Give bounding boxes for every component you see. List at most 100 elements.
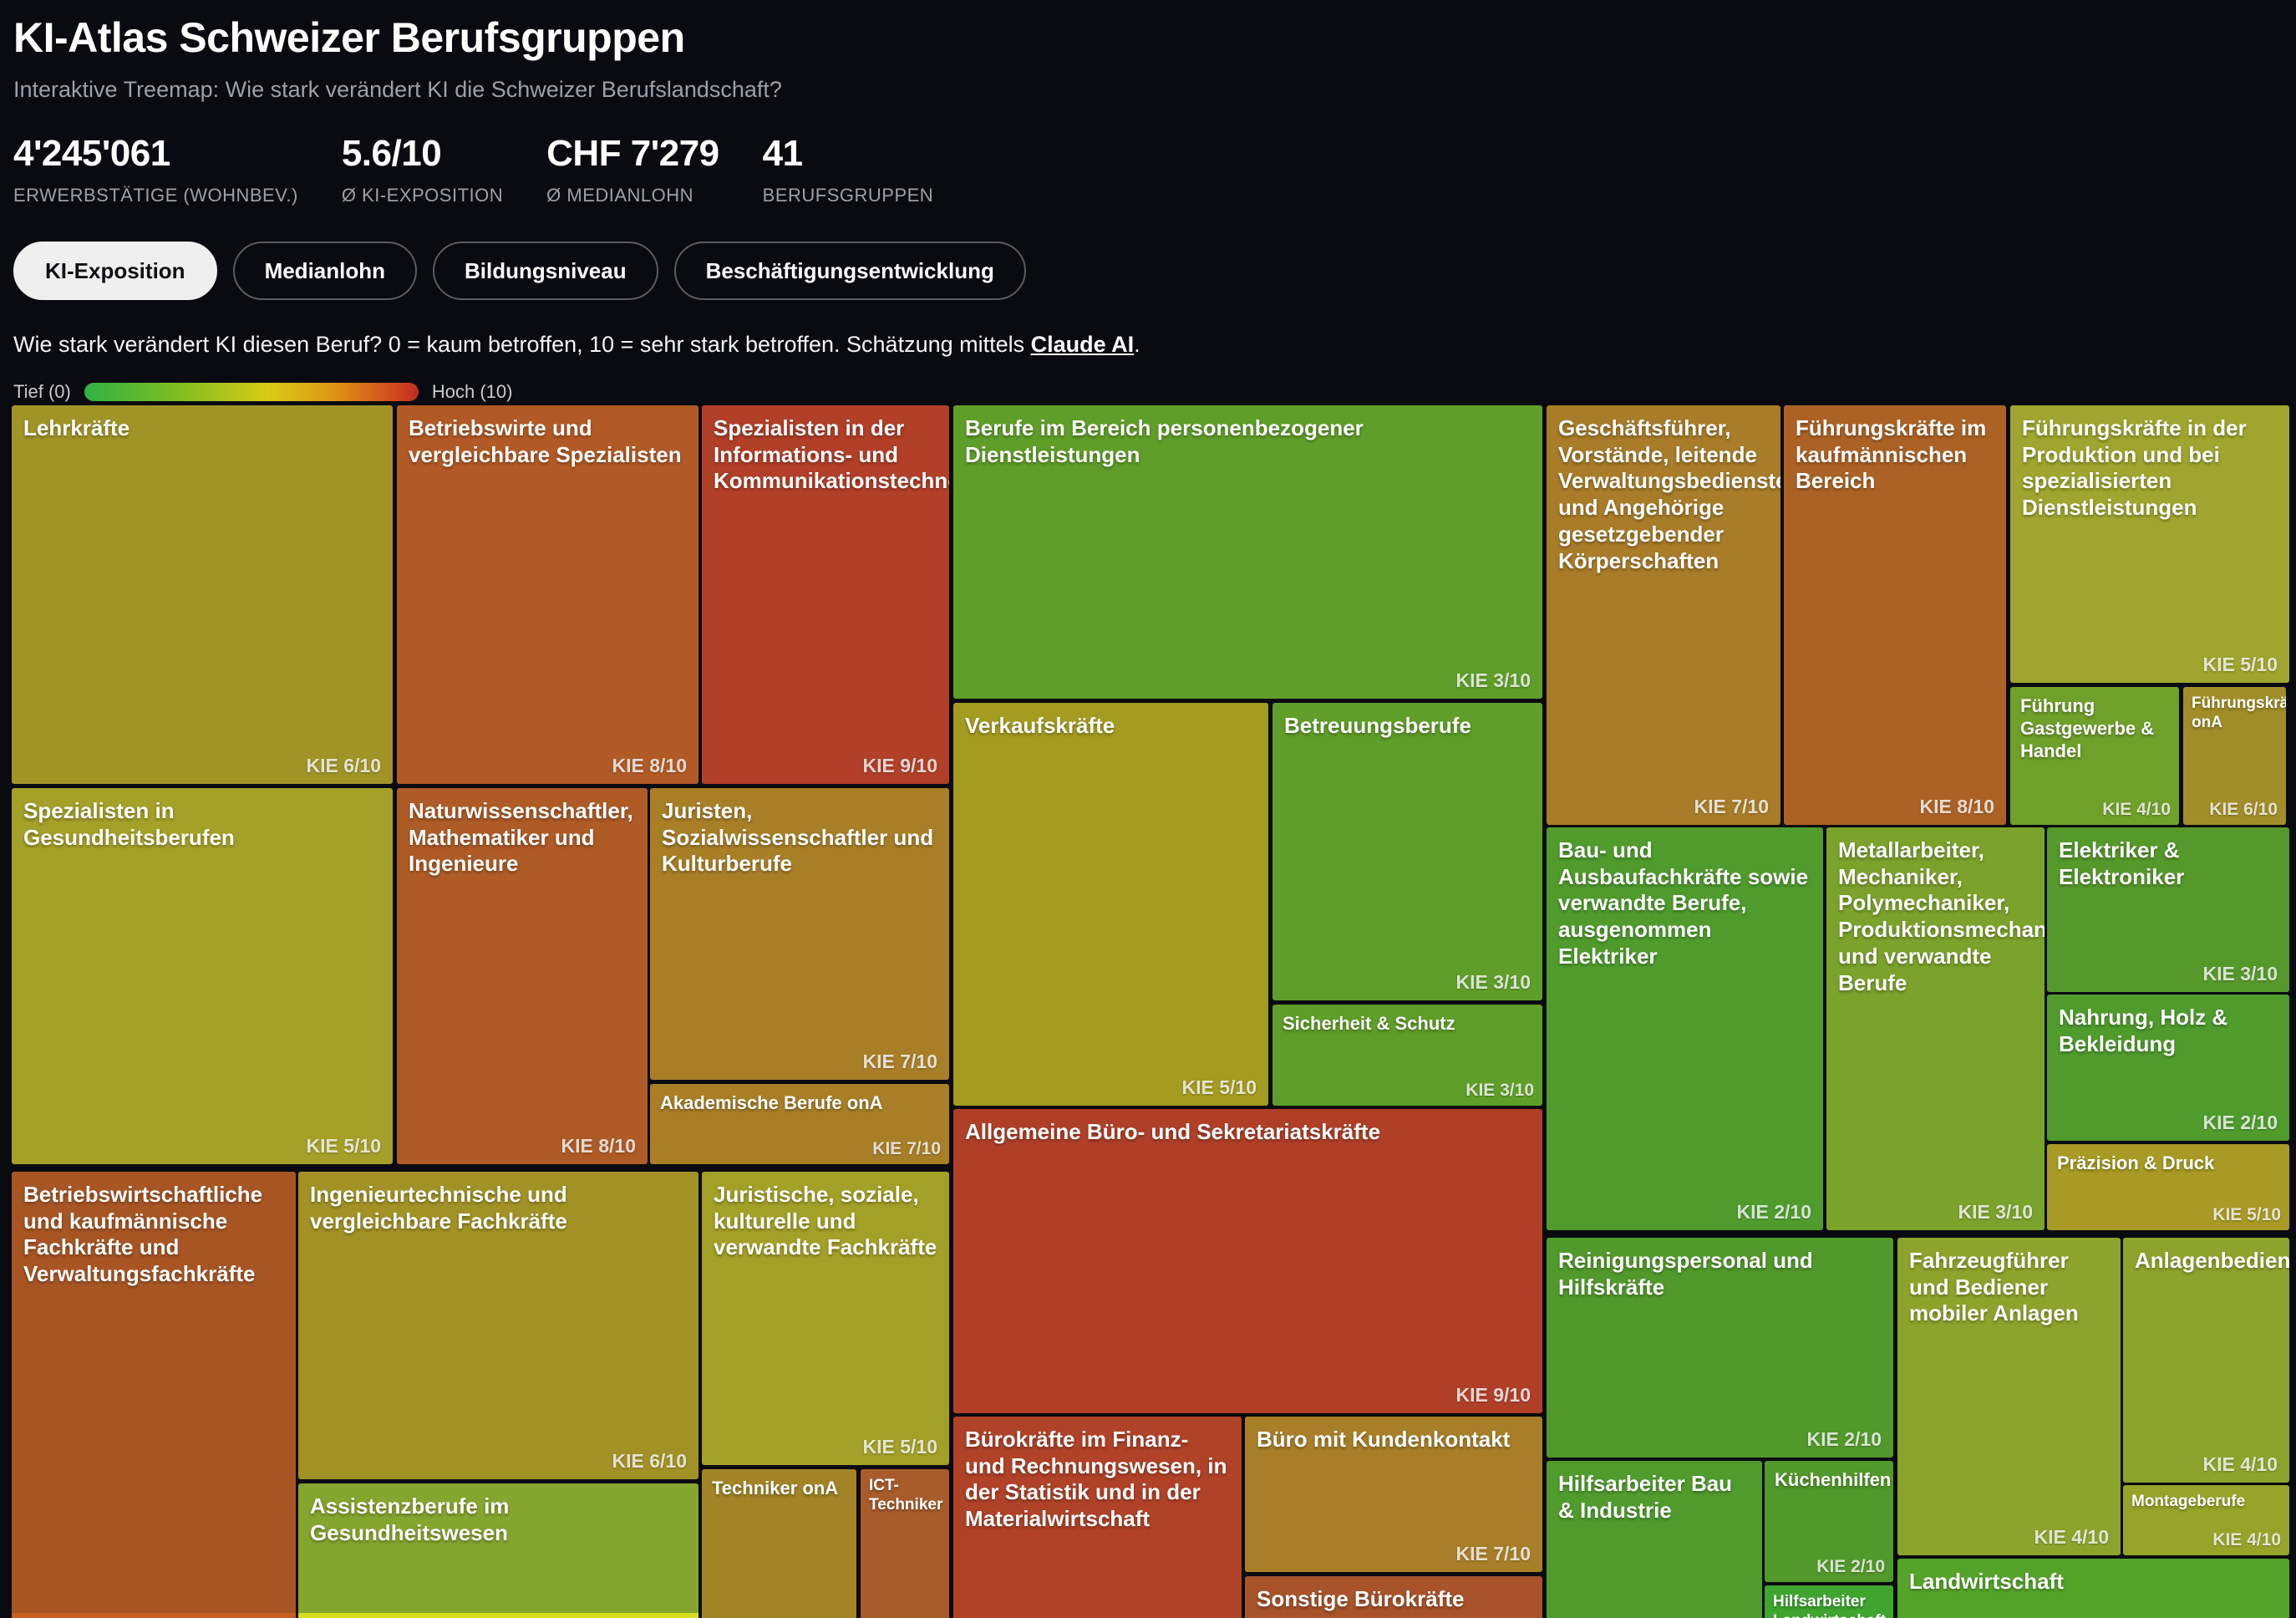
tile-kie-badge: KIE 9/10 (1455, 1384, 1532, 1406)
stat-value: 5.6/10 (341, 133, 442, 174)
treemap-tile-kuechenhilfen[interactable]: Küchenhilfen KIE 2/10 (1765, 1461, 1893, 1582)
treemap-tile-naturwissenschaftler[interactable]: Naturwissenschaftler, Mathematiker und I… (397, 788, 648, 1164)
legend-gradient-bar (84, 383, 419, 401)
treemap-tile-gesundheits-spezialisten[interactable]: Spezialisten in Gesundheitsberufen KIE 5/… (12, 788, 393, 1164)
tile-kie-badge: KIE 2/10 (1736, 1201, 1812, 1223)
tile-label: Spezialisten in Gesundheitsberufen (23, 798, 235, 850)
tile-label: Metallarbeiter, Mechaniker, Polymechanik… (1838, 837, 2045, 995)
treemap-tile-montageberufe[interactable]: Montageberufe KIE 4/10 (2123, 1485, 2289, 1555)
tile-label: Anlagenbediener (2135, 1248, 2289, 1273)
tile-label: ICT-Techniker (869, 1477, 943, 1514)
tile-kie-badge: KIE 4/10 (2102, 800, 2171, 819)
tile-label: Naturwissenschaftler, Mathematiker und I… (409, 798, 633, 877)
treemap-tile-techniker-ona[interactable]: Techniker onA (702, 1469, 856, 1618)
tile-kie-badge: KIE 4/10 (2202, 1453, 2278, 1475)
treemap-tile-hilfsarbeiter-landwirtschaft[interactable]: Hilfsarbeiter Landwirtschaft (1765, 1585, 1893, 1618)
stat-medianlohn: CHF 7'279 Ø MEDIANLOHN (546, 133, 719, 206)
tile-kie-badge: KIE 6/10 (306, 755, 382, 776)
tile-label: Allgemeine Büro- und Sekretariatskräfte (965, 1119, 1381, 1144)
treemap-tile-geschaeftsfuehrer[interactable]: Geschäftsführer, Vorstände, leitende Ver… (1547, 405, 1780, 825)
treemap-tile-juristische-soziale-fachkraefte[interactable]: Juristische, soziale, kulturelle und ver… (702, 1172, 949, 1465)
tile-kie-badge: KIE 5/10 (1181, 1076, 1257, 1098)
tile-label: Sonstige Bürokräfte (1257, 1586, 1465, 1611)
treemap-tile-nahrung-holz-bekleidung[interactable]: Nahrung, Holz & Bekleidung KIE 2/10 (2047, 995, 2289, 1141)
treemap-tile-personenbezogene-dienstleistungen[interactable]: Berufe im Bereich personenbezogener Dien… (953, 405, 1542, 699)
tile-kie-badge: KIE 8/10 (612, 755, 688, 776)
treemap-tile-buerokraefte-finanz[interactable]: Bürokräfte im Finanz- und Rechnungswesen… (953, 1417, 1242, 1618)
tile-kie-badge: KIE 3/10 (1455, 971, 1532, 993)
tile-label: Akademische Berufe onA (660, 1092, 883, 1113)
treemap-tile-sicherheit-schutz[interactable]: Sicherheit & Schutz KIE 3/10 (1272, 1005, 1542, 1106)
tile-label: Landwirtschaft (1909, 1569, 2064, 1594)
treemap-tile-bau-ausbaufachkraefte[interactable]: Bau- und Ausbaufachkräfte sowie verwandt… (1547, 827, 1823, 1230)
treemap-tile-verkaufskraefte[interactable]: Verkaufskräfte KIE 5/10 (953, 703, 1268, 1106)
metric-description: Wie stark verändert KI diesen Beruf? 0 =… (13, 332, 2279, 358)
treemap-tile-hilfsarbeiter-bau-industrie[interactable]: Hilfsarbeiter Bau & Industrie (1547, 1461, 1762, 1618)
tile-label: Verkaufskräfte (965, 713, 1115, 738)
tile-label: Betriebswirtschaftliche und kaufmännisch… (23, 1182, 263, 1287)
treemap-tile-lehrkraefte[interactable]: Lehrkräfte KIE 6/10 (12, 405, 393, 784)
stats-row: 4'245'061 ERWERBSTÄTIGE (WOHNBEV.) 5.6/1… (13, 133, 2279, 206)
stat-label: BERUFSGRUPPEN (762, 185, 934, 206)
tile-label: Sicherheit & Schutz (1283, 1013, 1455, 1034)
treemap-tile-fuehrungskraefte-ona[interactable]: Führungskräfte onA KIE 6/10 (2183, 687, 2286, 825)
treemap-tile-buero-kundenkontakt[interactable]: Büro mit Kundenkontakt KIE 7/10 (1245, 1417, 1542, 1572)
tab-bildungsniveau[interactable]: Bildungsniveau (433, 242, 658, 300)
tab-ki-exposition[interactable]: KI-Exposition (13, 242, 217, 300)
legend-high-label: Hoch (10) (431, 381, 513, 402)
treemap-tile-fuehrung-gastgewerbe-handel[interactable]: Führung Gastgewerbe & Handel KIE 4/10 (2010, 687, 2179, 825)
tile-label: Montageberufe (2131, 1493, 2246, 1510)
stat-label: Ø KI-EXPOSITION (341, 185, 504, 206)
treemap-tile-anlagenbediener[interactable]: Anlagenbediener KIE 4/10 (2123, 1238, 2289, 1483)
legend-low-label: Tief (0) (13, 381, 71, 402)
treemap-tile-betriebswirte-spezialisten[interactable]: Betriebswirte und vergleichbare Speziali… (397, 405, 698, 784)
treemap-tile-fahrzeugfuehrer[interactable]: Fahrzeugführer und Bediener mobiler Anla… (1897, 1238, 2121, 1555)
tile-kie-badge: KIE 5/10 (2202, 654, 2278, 675)
tile-label: Bau- und Ausbaufachkräfte sowie verwandt… (1558, 837, 1809, 969)
tile-label: Präzision & Druck (2057, 1152, 2215, 1173)
tile-kie-badge: KIE 4/10 (2212, 1530, 2281, 1549)
treemap-tile-akademische-berufe-ona[interactable]: Akademische Berufe onA KIE 7/10 (650, 1084, 949, 1164)
tile-kie-badge: KIE 6/10 (612, 1450, 688, 1472)
tile-kie-badge: KIE 7/10 (1455, 1543, 1532, 1565)
treemap-tile-allgemeine-buerokraefte[interactable]: Allgemeine Büro- und Sekretariatskräfte K… (953, 1109, 1542, 1413)
treemap-tile-fuehrungskraefte-produktion[interactable]: Führungskräfte in der Produktion und bei… (2010, 405, 2289, 683)
stat-erwerbstaetige: 4'245'061 ERWERBSTÄTIGE (WOHNBEV.) (13, 133, 298, 206)
tab-beschaeftigungsentwicklung[interactable]: Beschäftigungsentwicklung (673, 242, 1026, 300)
treemap-tile-juristen-sozialwissenschaftler[interactable]: Juristen, Sozialwissenschaftler und Kult… (650, 788, 949, 1080)
tile-kie-badge: KIE 7/10 (1694, 796, 1770, 817)
tile-kie-badge: KIE 5/10 (862, 1436, 938, 1458)
color-scale-legend: Tief (0) Hoch (10) (13, 381, 2279, 403)
tile-label: Führungskräfte in der Produktion und bei… (2022, 415, 2247, 521)
treemap-tile-landwirtschaft[interactable]: Landwirtschaft (1897, 1559, 2289, 1618)
claude-ai-link[interactable]: Claude AI (1030, 332, 1135, 357)
treemap-tile-ingenieurtechnische-fachkraefte[interactable]: Ingenieurtechnische und vergleichbare Fa… (298, 1172, 698, 1479)
treemap-tile-assistenzberufe-gesundheit[interactable]: Assistenzberufe im Gesundheitswesen (298, 1483, 698, 1618)
tile-label: Küchenhilfen (1775, 1469, 1892, 1490)
treemap-tile-metallarbeiter-mechaniker[interactable]: Metallarbeiter, Mechaniker, Polymechanik… (1826, 827, 2045, 1230)
treemap-tile-fuehrungskraefte-kaufmaennisch[interactable]: Führungskräfte im kaufmännischen Bereich… (1784, 405, 2006, 825)
tile-label: Bürokräfte im Finanz- und Rechnungswesen… (965, 1427, 1227, 1532)
tile-label: Juristen, Sozialwissenschaftler und Kult… (662, 798, 934, 877)
treemap-tile-ict-techniker[interactable]: ICT-Techniker (861, 1469, 949, 1618)
tile-label: Spezialisten in der Informations- und Ko… (714, 415, 949, 494)
tile-label: Geschäftsführer, Vorstände, leitende Ver… (1558, 415, 1780, 573)
treemap-tile-betreuungsberufe[interactable]: Betreuungsberufe KIE 3/10 (1272, 703, 1542, 1000)
clipped-tile-edge (298, 1613, 698, 1618)
tab-medianlohn[interactable]: Medianlohn (232, 242, 417, 300)
tile-label: Nahrung, Holz & Bekleidung (2059, 1005, 2228, 1056)
treemap-tile-elektriker-elektroniker[interactable]: Elektriker & Elektroniker KIE 3/10 (2047, 827, 2289, 992)
stat-label: ERWERBSTÄTIGE (WOHNBEV.) (13, 185, 298, 206)
tile-label: Juristische, soziale, kulturelle und ver… (714, 1182, 937, 1260)
tile-label: Hilfsarbeiter Bau & Industrie (1558, 1471, 1733, 1523)
tile-kie-badge: KIE 9/10 (862, 755, 938, 776)
treemap-tile-reinigungspersonal[interactable]: Reinigungspersonal und Hilfskräfte KIE 2/… (1547, 1238, 1893, 1458)
tile-label: Techniker onA (712, 1478, 839, 1498)
metric-tabs: KI-Exposition Medianlohn Bildungsniveau … (13, 242, 2279, 300)
treemap-tile-betriebswirtschaftliche-fachkraefte[interactable]: Betriebswirtschaftliche und kaufmännisch… (12, 1172, 296, 1618)
tile-kie-badge: KIE 2/10 (2202, 1112, 2278, 1133)
treemap-tile-praezision-druck[interactable]: Präzision & Druck KIE 5/10 (2047, 1144, 2289, 1230)
stat-value: 41 (762, 133, 803, 174)
treemap-tile-sonstige-buerokraefte[interactable]: Sonstige Bürokräfte (1245, 1576, 1542, 1618)
treemap-tile-ikt-spezialisten[interactable]: Spezialisten in der Informations- und Ko… (702, 405, 949, 784)
